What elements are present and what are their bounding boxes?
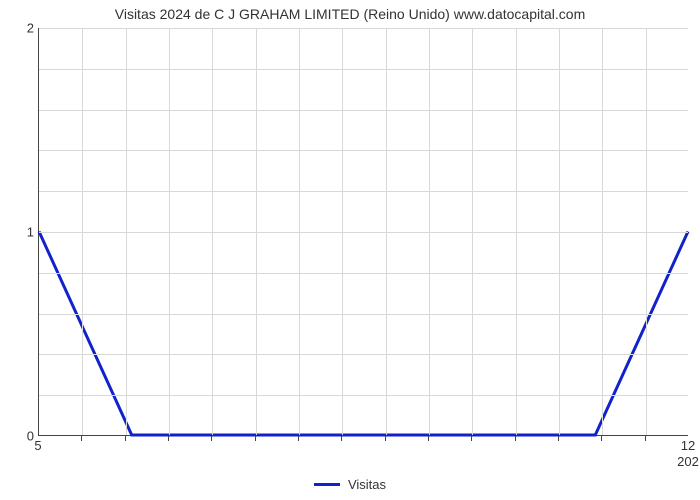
legend-swatch — [314, 483, 340, 486]
chart-title: Visitas 2024 de C J GRAHAM LIMITED (Rein… — [0, 6, 700, 22]
x-axis-tick — [211, 436, 212, 441]
plot-area — [38, 28, 688, 436]
x-axis-label: 5 — [34, 438, 41, 453]
chart-container: Visitas 2024 de C J GRAHAM LIMITED (Rein… — [0, 0, 700, 500]
gridline-horizontal — [39, 150, 688, 151]
x-axis-tick — [125, 436, 126, 441]
x-axis-tick — [428, 436, 429, 441]
x-axis-tick — [168, 436, 169, 441]
x-axis-tick — [298, 436, 299, 441]
x-axis-tick — [558, 436, 559, 441]
x-axis-tick — [81, 436, 82, 441]
y-axis-label: 1 — [4, 225, 34, 240]
x-axis-label-secondary: 202 — [677, 454, 699, 469]
gridline-horizontal — [39, 354, 688, 355]
x-axis-tick — [341, 436, 342, 441]
gridline-horizontal — [39, 232, 688, 233]
x-axis-label: 12 — [681, 438, 695, 453]
x-axis-tick — [255, 436, 256, 441]
x-axis-tick — [601, 436, 602, 441]
x-axis-tick — [471, 436, 472, 441]
y-axis-label: 0 — [4, 429, 34, 444]
gridline-horizontal — [39, 110, 688, 111]
gridline-horizontal — [39, 28, 688, 29]
legend-label: Visitas — [348, 477, 386, 492]
gridline-horizontal — [39, 273, 688, 274]
x-axis-tick — [515, 436, 516, 441]
gridline-horizontal — [39, 191, 688, 192]
gridline-horizontal — [39, 395, 688, 396]
gridline-horizontal — [39, 69, 688, 70]
x-axis-tick — [645, 436, 646, 441]
y-axis-label: 2 — [4, 21, 34, 36]
gridline-horizontal — [39, 314, 688, 315]
legend: Visitas — [0, 477, 700, 492]
x-axis-tick — [385, 436, 386, 441]
